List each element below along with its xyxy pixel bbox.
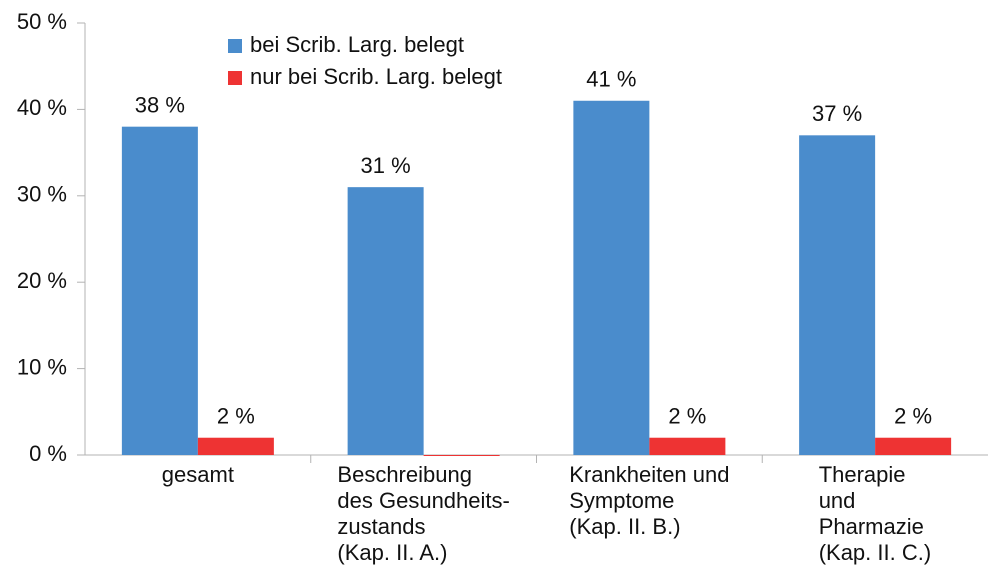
x-tick-label: gesamt — [161, 462, 234, 487]
data-label: 2 % — [217, 404, 255, 429]
bar — [347, 187, 424, 455]
legend-label: bei Scrib. Larg. belegt — [250, 32, 464, 57]
data-label: 2 % — [668, 404, 706, 429]
y-tick-label: 20 % — [17, 268, 67, 293]
x-tick-label: Therapie und Pharmazie (Kap. II. C.) — [818, 462, 932, 565]
bar — [197, 437, 274, 455]
bar — [649, 437, 726, 455]
y-tick-label: 30 % — [17, 182, 67, 207]
data-label: 2 % — [894, 404, 932, 429]
data-label: 41 % — [586, 67, 636, 92]
data-label: 37 % — [812, 101, 862, 126]
y-tick-label: 40 % — [17, 95, 67, 120]
legend-label: nur bei Scrib. Larg. belegt — [250, 64, 502, 89]
bar — [875, 437, 952, 455]
data-label: 38 % — [135, 92, 185, 117]
legend-swatch — [228, 71, 242, 85]
y-tick-label: 0 % — [29, 441, 67, 466]
x-tick-label: Krankheiten und Symptome (Kap. II. B.) — [569, 462, 730, 539]
bar — [573, 100, 650, 455]
bar — [423, 455, 500, 456]
y-tick-label: 50 % — [17, 9, 67, 34]
legend-swatch — [228, 39, 242, 53]
data-label: 31 % — [361, 153, 411, 178]
y-tick-label: 10 % — [17, 354, 67, 379]
bar — [799, 135, 876, 455]
bar — [121, 126, 198, 456]
x-tick-label: Beschreibung des Gesundheits- zustands (… — [337, 462, 510, 565]
